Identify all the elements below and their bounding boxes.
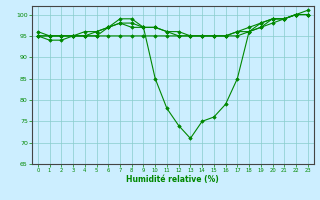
X-axis label: Humidité relative (%): Humidité relative (%) bbox=[126, 175, 219, 184]
